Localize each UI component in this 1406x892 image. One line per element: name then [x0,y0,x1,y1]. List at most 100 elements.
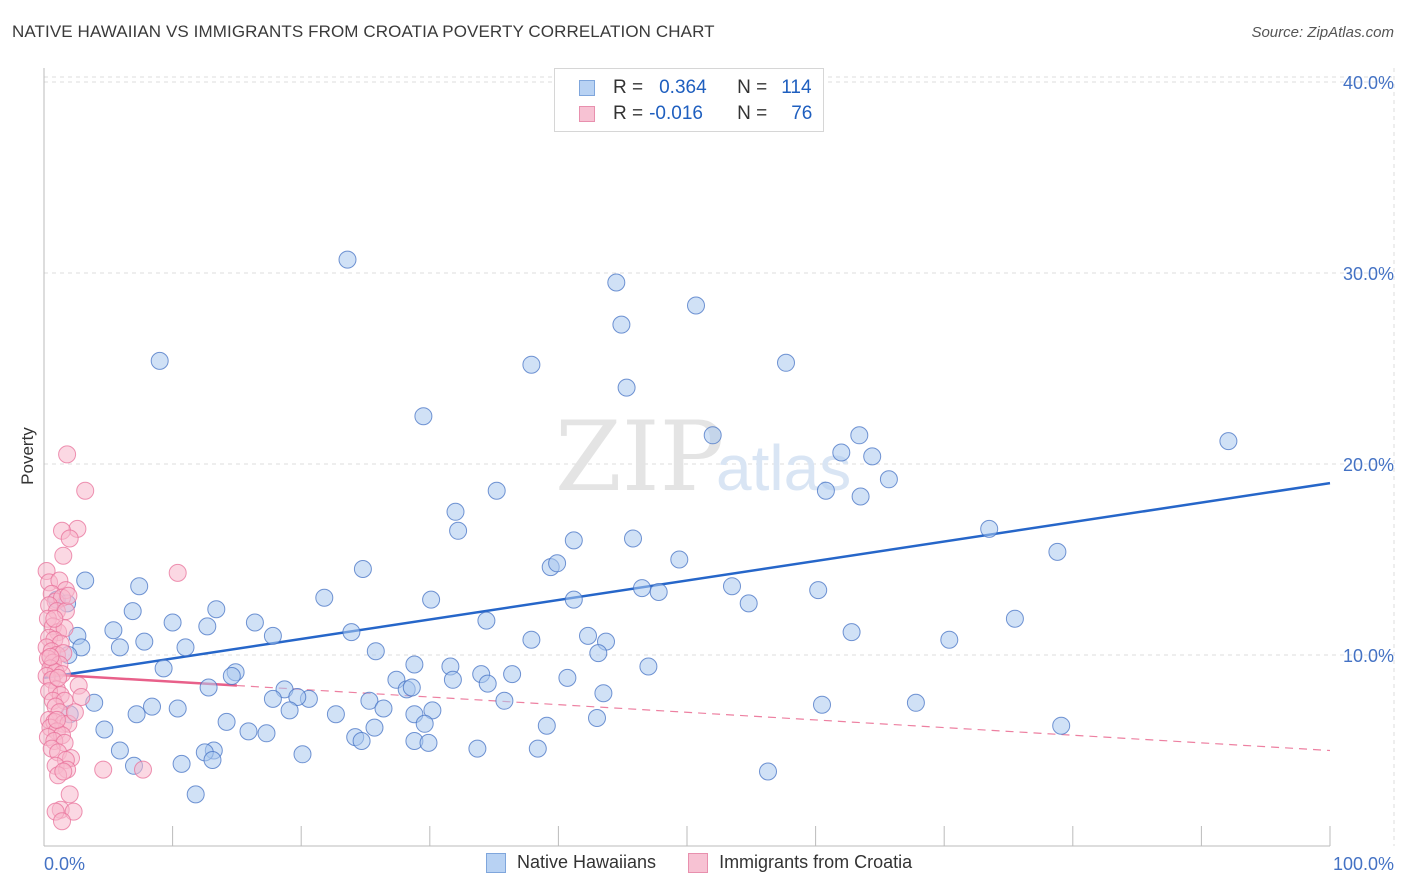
data-point-croatia [72,688,91,706]
data-point-native-hawaiian [879,470,898,489]
data-point-croatia [59,586,78,605]
legend-item-immigrants-croatia: Immigrants from Croatia [688,852,912,873]
y-tick-label: 10.0% [1343,646,1394,666]
legend-r-value: 0.364 [659,77,707,98]
data-point-native-hawaiian [639,657,658,676]
legend-swatch-pink [579,106,595,122]
legend-swatch-blue [486,852,506,873]
data-point-native-hawaiian [163,613,182,632]
data-point-native-hawaiian [906,693,925,712]
legend-label: Immigrants from Croatia [719,852,913,872]
legend-item-native-hawaiians: Native Hawaiians [486,852,656,873]
data-point-native-hawaiian [352,732,371,750]
data-point-native-hawaiian [217,712,236,731]
data-point-native-hawaiian [687,296,705,315]
data-point-native-hawaiian [739,594,758,613]
data-point-native-hawaiian [624,529,642,548]
data-point-croatia [58,445,77,464]
data-point-native-hawaiian [850,426,869,445]
correlation-legend: R = 0.364 N = 114 R = -0.016 N = 76 [554,68,824,132]
watermark: ZIP atlas [555,401,851,513]
data-point-native-hawaiian [759,762,777,781]
data-point-native-hawaiian [777,353,795,372]
data-point-native-hawaiian [257,724,276,743]
data-point-croatia [76,481,95,500]
data-point-native-hawaiian [168,699,187,718]
legend-row-blue: R = 0.364 N = 114 [579,76,812,100]
data-point-native-hawaiian [76,571,95,590]
data-point-native-hawaiian [127,705,146,724]
data-point-native-hawaiian [198,617,217,636]
data-point-native-hawaiian [186,785,205,804]
data-point-native-hawaiian [617,378,636,397]
data-point-native-hawaiian [863,447,882,466]
data-point-croatia [65,703,84,722]
data-point-native-hawaiian [419,733,438,752]
data-point-native-hawaiian [633,579,651,598]
data-point-native-hawaiian [207,600,226,619]
legend-swatch-blue [579,80,595,96]
watermark-zip: ZIP [555,401,724,513]
data-point-croatia [94,760,113,779]
data-point-croatia [49,668,68,687]
data-point-native-hawaiian [558,668,577,687]
data-point-croatia [54,762,73,781]
legend-r-label: R = [613,77,644,98]
data-point-native-hawaiian [104,621,123,640]
data-point-native-hawaiian [402,678,421,697]
data-point-native-hawaiian [326,705,345,724]
data-point-native-hawaiian [405,655,424,674]
y-tick-label: 20.0% [1343,455,1394,475]
y-tick-labels: 10.0% 20.0% 30.0% 40.0% [1343,73,1394,666]
data-point-native-hawaiian [360,691,379,710]
data-point-croatia [168,563,187,582]
data-point-native-hawaiian [940,630,959,649]
data-point-native-hawaiian [135,632,154,651]
data-point-croatia [60,529,79,548]
data-point-native-hawaiian [522,630,541,649]
data-point-native-hawaiian [670,550,689,569]
data-point-native-hawaiian [446,502,465,521]
data-point-native-hawaiian [263,689,282,708]
data-point-native-hawaiian [110,741,129,760]
data-point-native-hawaiian [280,701,299,720]
data-point-native-hawaiian [503,665,522,684]
legend-n-value: 114 [781,77,812,98]
data-point-native-hawaiian [199,678,218,697]
legend-n-label: N = [737,103,768,124]
data-point-native-hawaiian [288,688,307,706]
legend-r-label: R = [613,103,644,124]
data-point-native-hawaiian [110,638,129,657]
data-point-native-hawaiian [612,315,631,334]
data-point-native-hawaiian [478,674,497,693]
data-point-native-hawaiian [172,754,191,773]
data-point-native-hawaiian [809,581,828,600]
data-point-native-hawaiian [842,623,861,642]
trend-line-croatia-dashed [236,684,1331,752]
data-point-native-hawaiian [422,590,441,609]
data-point-native-hawaiian [980,519,999,538]
data-point-native-hawaiian [239,722,258,741]
legend-swatch-pink [688,852,709,873]
y-axis-title: Poverty [18,427,37,485]
data-point-croatia [47,710,66,729]
source-label: Source: ZipAtlas.com [1251,24,1394,41]
data-points [37,250,1238,831]
data-point-croatia [134,760,152,779]
data-point-native-hawaiian [816,481,835,500]
data-point-native-hawaiian [487,481,506,500]
axes [43,68,1331,847]
data-point-croatia [54,546,73,565]
data-point-native-hawaiian [123,602,142,621]
legend-n-value: 76 [791,103,813,124]
x-tick-label: 100.0% [1333,854,1394,874]
data-point-native-hawaiian [495,691,514,710]
data-point-native-hawaiian [564,590,583,609]
data-point-native-hawaiian [95,720,114,739]
data-point-native-hawaiian [245,613,264,632]
data-point-native-hawaiian [477,611,496,630]
data-point-native-hawaiian [374,699,393,718]
legend-row-pink: R = -0.016 N = 76 [579,102,812,126]
data-point-native-hawaiian [832,443,851,462]
